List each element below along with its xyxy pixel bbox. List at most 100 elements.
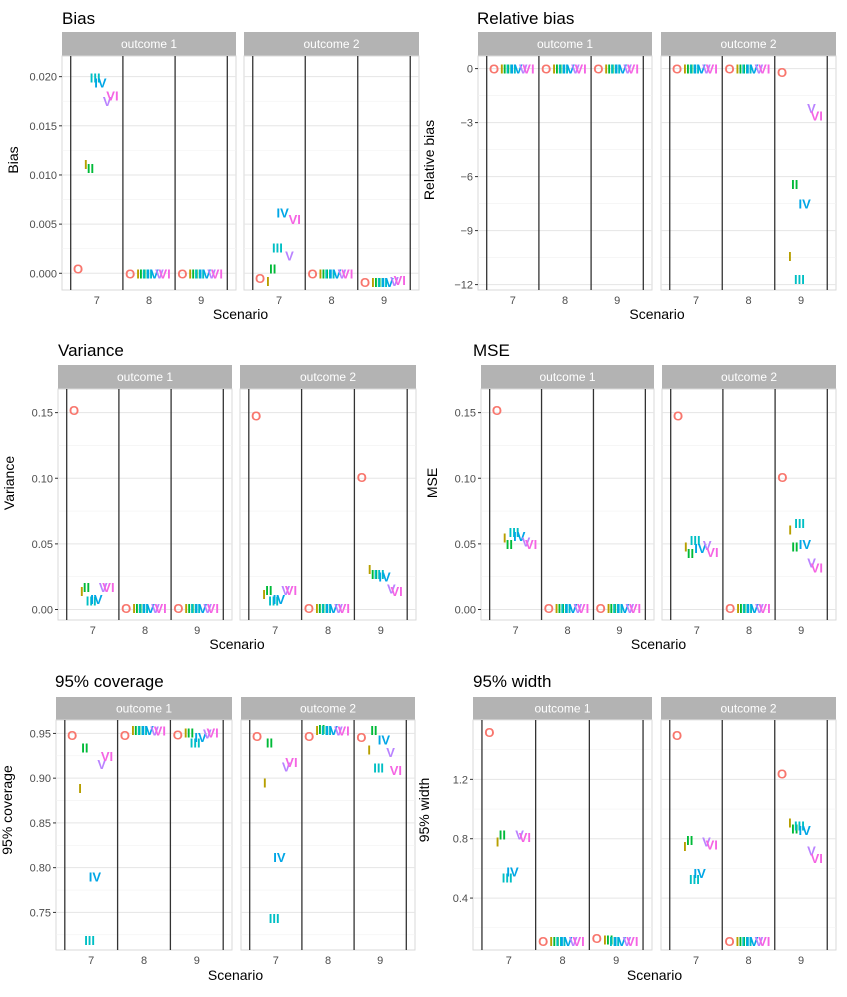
data-point-VI: VI	[519, 830, 531, 845]
data-point-I: I	[603, 933, 607, 948]
x-tick-label: 9	[614, 295, 620, 307]
data-point-O: O	[177, 266, 187, 281]
data-point-O: O	[538, 934, 548, 949]
data-point-I: I	[788, 815, 792, 830]
data-point-III: III	[142, 266, 153, 281]
data-point-VI: VI	[390, 584, 402, 599]
data-point-II: II	[374, 275, 381, 290]
data-point-VI: VI	[289, 212, 301, 227]
y-tick-label: 0	[467, 64, 473, 76]
data-point-VI: VI	[101, 749, 113, 764]
data-point-IV: IV	[194, 730, 207, 745]
data-point-III: III	[325, 266, 336, 281]
data-point-O: O	[672, 62, 682, 77]
data-point-O: O	[304, 729, 314, 744]
data-point-I: I	[736, 601, 740, 616]
data-point-IV: IV	[273, 850, 286, 865]
x-tick-label: 8	[325, 955, 331, 967]
facet-strip-label: outcome 1	[116, 702, 172, 716]
facet-strip	[661, 32, 836, 56]
data-point-II: II	[135, 601, 142, 616]
y-tick-label: 0.85	[30, 818, 51, 830]
data-point-I: I	[555, 601, 559, 616]
data-point-III: III	[555, 934, 566, 949]
data-point-IV: IV	[617, 601, 630, 616]
x-axis-label: Scenario	[208, 967, 263, 983]
data-point-III: III	[321, 601, 332, 616]
data-point-II: II	[266, 735, 273, 750]
data-point-IV: IV	[799, 823, 812, 838]
data-point-V: V	[338, 266, 347, 281]
data-point-II: II	[81, 741, 88, 756]
y-tick-label: −12	[454, 280, 473, 292]
data-point-IV: IV	[147, 266, 160, 281]
panel-background	[240, 719, 416, 951]
data-point-VI: VI	[341, 266, 353, 281]
x-tick-label: 9	[198, 295, 204, 307]
data-point-VI: VI	[207, 601, 219, 616]
facet-strip-label: outcome 1	[121, 37, 177, 51]
y-tick-label: 0.75	[30, 907, 51, 919]
data-point-III: III	[138, 601, 149, 616]
data-point-V: V	[755, 934, 764, 949]
data-point-V: V	[807, 555, 816, 570]
data-point-I: I	[262, 587, 266, 602]
data-point-I: I	[788, 249, 792, 264]
data-point-I: I	[184, 601, 188, 616]
data-point-II: II	[318, 601, 325, 616]
data-point-O: O	[777, 766, 787, 781]
y-tick-label: 0.010	[29, 170, 57, 182]
data-point-IV: IV	[560, 934, 573, 949]
x-tick-label: 9	[616, 625, 622, 637]
data-point-O: O	[725, 601, 735, 616]
x-tick-label: 8	[559, 955, 565, 967]
data-point-I: I	[84, 157, 88, 172]
data-point-V: V	[334, 724, 343, 739]
data-point-II: II	[187, 726, 194, 741]
data-point-II: II	[739, 62, 746, 77]
x-tick-label: 7	[510, 295, 516, 307]
x-tick-label: 8	[746, 625, 752, 637]
data-point-IV: IV	[195, 601, 208, 616]
panel-background	[239, 388, 417, 621]
data-point-O: O	[544, 601, 554, 616]
data-point-III: III	[90, 71, 101, 86]
data-point-II: II	[499, 827, 506, 842]
data-point-II: II	[739, 601, 746, 616]
facet-strip	[244, 32, 419, 56]
panel-background	[57, 388, 233, 621]
data-point-IV: IV	[199, 266, 212, 281]
chart-title: 95% coverage	[55, 672, 164, 691]
data-point-VI: VI	[706, 838, 718, 853]
data-point-III: III	[194, 266, 205, 281]
y-tick-label: 0.10	[32, 473, 53, 485]
x-tick-label: 9	[613, 955, 619, 967]
data-point-II: II	[506, 537, 513, 552]
data-point-O: O	[67, 728, 77, 743]
data-point-II: II	[269, 261, 276, 276]
y-tick-label: 1.2	[453, 774, 468, 786]
data-point-I: I	[496, 835, 500, 850]
data-point-III: III	[86, 593, 97, 608]
facet-strip	[473, 697, 652, 720]
data-point-III: III	[137, 723, 148, 738]
data-point-I: I	[736, 934, 740, 949]
y-tick-label: 0.000	[29, 268, 57, 280]
y-axis-label: 95% width	[416, 778, 432, 843]
data-point-V: V	[515, 827, 524, 842]
data-point-VI: VI	[626, 934, 638, 949]
data-point-IV: IV	[694, 62, 707, 77]
data-point-O: O	[357, 470, 367, 485]
chart-title: 95% width	[473, 672, 551, 691]
data-point-V: V	[103, 94, 112, 109]
data-point-VI: VI	[159, 266, 171, 281]
data-point-V: V	[150, 724, 159, 739]
data-point-III: III	[374, 567, 385, 582]
data-point-III: III	[377, 275, 388, 290]
y-tick-label: 0.05	[455, 539, 476, 551]
data-point-VI: VI	[285, 755, 297, 770]
y-tick-label: 0.80	[30, 863, 51, 875]
x-tick-label: 7	[276, 295, 282, 307]
facet-strip-label: outcome 2	[300, 702, 356, 716]
